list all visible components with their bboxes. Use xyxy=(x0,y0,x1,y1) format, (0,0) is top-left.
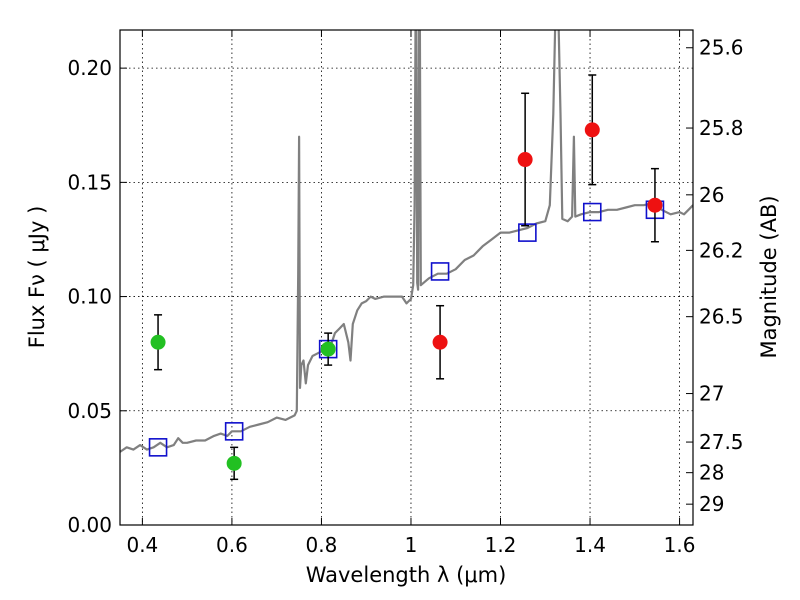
magnitude-tick-label: 27.5 xyxy=(699,430,744,454)
red-data-point xyxy=(517,152,533,168)
red-data-point xyxy=(584,122,600,138)
magnitude-tick-label: 28 xyxy=(699,461,724,485)
red-data-point xyxy=(432,334,448,350)
magnitude-tick-label: 29 xyxy=(699,492,724,516)
y-tick-label: 0.20 xyxy=(67,56,112,80)
green-data-point xyxy=(320,341,336,357)
model-photometry-square xyxy=(430,262,450,281)
x-tick-label: 1.6 xyxy=(664,533,696,557)
x-tick-label: 0.8 xyxy=(306,533,338,557)
model-photometry-square xyxy=(224,422,244,441)
model-photometry-square xyxy=(148,438,168,457)
magnitude-tick-label: 27 xyxy=(699,382,724,406)
magnitude-tick-label: 26 xyxy=(699,183,724,207)
grid-layer xyxy=(120,30,693,526)
y-axis-label: Flux Fν ( μJy ) xyxy=(25,206,49,349)
tick-layer: 0.4 0.6 0.8 1 1.2 1.4 1.6 0.00 0.05 0.10 0.15 0.20 2… xyxy=(67,30,744,557)
y-tick-label: 0.10 xyxy=(67,285,112,309)
magnitude-axis-label: Magnitude (AB) xyxy=(757,195,781,358)
x-tick-label: 1 xyxy=(405,533,418,557)
magnitude-tick-label: 25.8 xyxy=(699,116,744,140)
red-data-point xyxy=(647,197,663,213)
x-tick-label: 0.4 xyxy=(126,533,158,557)
x-tick-label: 0.6 xyxy=(216,533,248,557)
plot-frame xyxy=(119,29,694,526)
magnitude-tick-label: 26.5 xyxy=(699,305,744,329)
y-tick-label: 0.00 xyxy=(67,513,112,537)
y-tick-label: 0.15 xyxy=(67,170,112,194)
green-data-point xyxy=(226,455,242,471)
model-spectrum-line xyxy=(120,30,693,453)
x-tick-label: 1.4 xyxy=(574,533,606,557)
magnitude-tick-label: 26.2 xyxy=(699,238,744,262)
green-data-point xyxy=(150,334,166,350)
y-tick-label: 0.05 xyxy=(67,399,112,423)
plot-layer xyxy=(120,30,693,481)
model-photometry-square xyxy=(518,223,537,242)
model-photometry-square xyxy=(582,202,602,222)
x-tick-label: 1.2 xyxy=(485,533,517,557)
x-axis-label: Wavelength λ (μm) xyxy=(306,563,507,587)
magnitude-tick-label: 25.6 xyxy=(699,36,744,60)
